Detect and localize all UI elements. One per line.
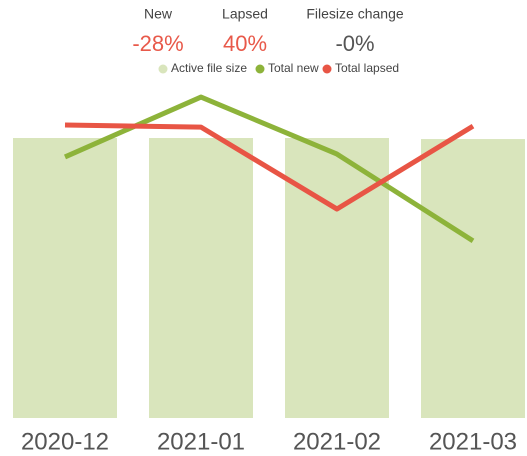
legend-marker [322,64,332,74]
legend-label: Total new [268,61,319,75]
bar [421,139,525,419]
bar [13,138,117,418]
bar [149,138,253,418]
kpi-label: New [144,6,173,22]
kpi-value: -28% [132,31,183,56]
kpi-label: Filesize change [306,6,403,22]
legend-label: Total lapsed [335,61,399,75]
legend-marker [158,64,168,74]
kpi-value: 40% [223,31,267,56]
kpi-value: -0% [335,31,374,56]
legend-marker [255,64,265,74]
line [64,122,475,212]
x-tick-label: 2020-12 [21,428,109,455]
kpi-label: Lapsed [222,6,268,22]
x-tick-label: 2021-02 [293,428,381,455]
bar [285,138,389,418]
x-tick-label: 2021-03 [429,428,517,455]
x-tick-label: 2021-01 [157,428,245,455]
legend-label: Active file size [171,61,247,75]
